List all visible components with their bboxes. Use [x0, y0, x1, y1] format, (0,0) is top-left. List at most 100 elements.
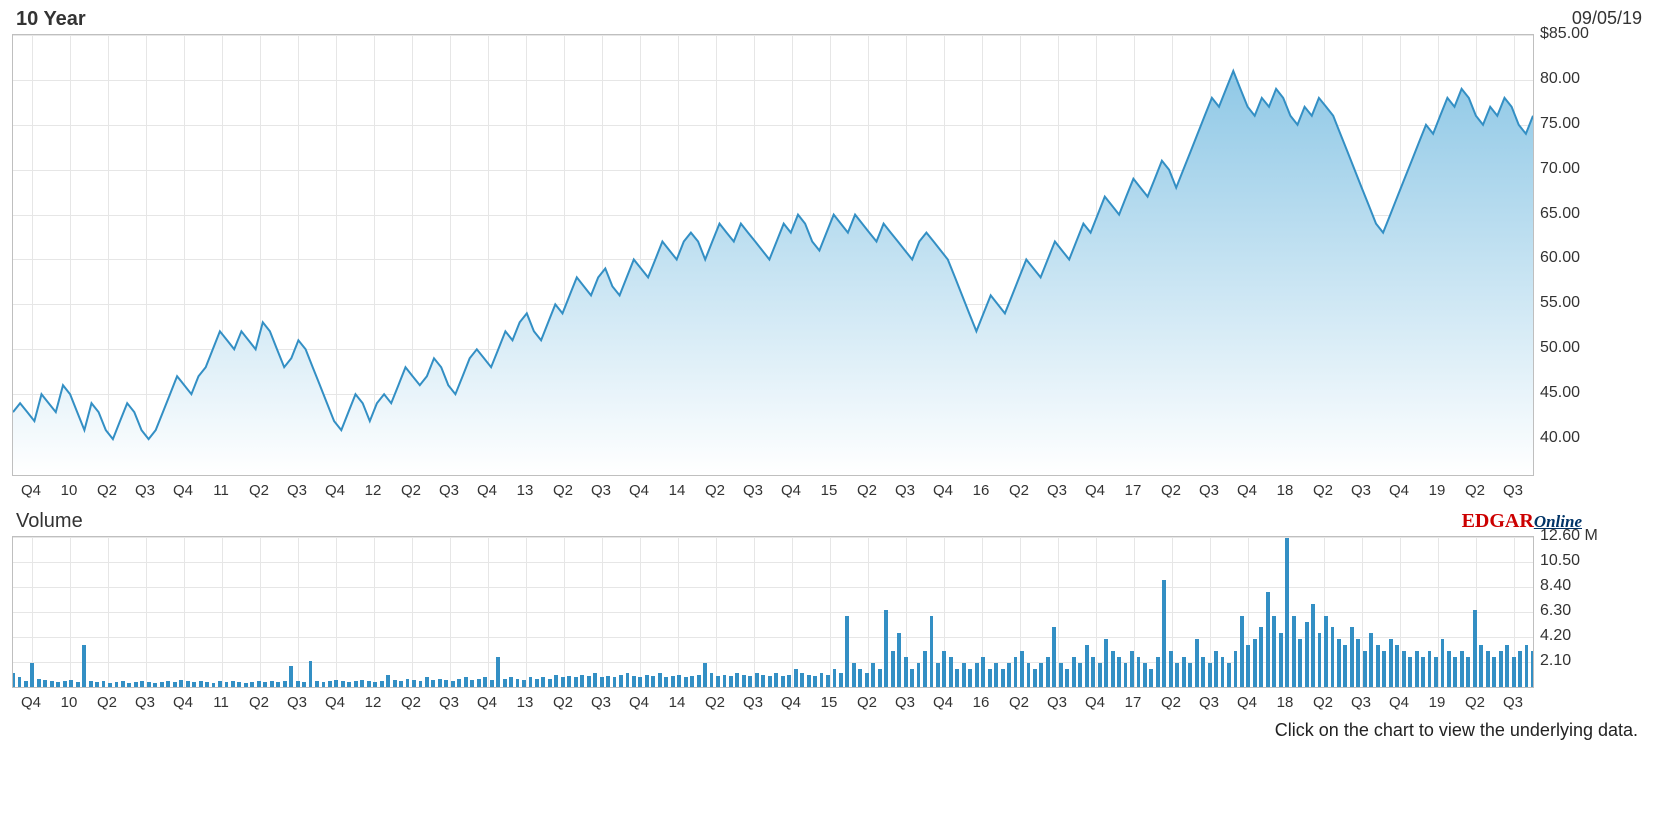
- volume-bar: [697, 675, 701, 687]
- volume-bar: [1182, 657, 1186, 687]
- volume-bar: [1331, 627, 1335, 687]
- volume-bar: [1473, 610, 1477, 687]
- volume-bar: [373, 682, 377, 687]
- volume-bar: [231, 681, 235, 687]
- volume-chart[interactable]: Q410Q2Q3Q411Q2Q3Q412Q2Q3Q413Q2Q3Q414Q2Q3…: [12, 536, 1612, 716]
- x-tick-label: Q3: [287, 482, 307, 499]
- volume-bar: [923, 651, 927, 687]
- y-tick-label: 70.00: [1540, 160, 1580, 178]
- volume-bar: [1486, 651, 1490, 687]
- volume-bar: [212, 683, 216, 687]
- volume-bar: [878, 669, 882, 687]
- volume-bar: [477, 679, 481, 687]
- volume-bar: [283, 681, 287, 687]
- x-tick-label: Q3: [439, 482, 459, 499]
- x-tick-label: Q3: [1047, 694, 1067, 711]
- volume-bar: [839, 673, 843, 687]
- volume-bar: [1214, 651, 1218, 687]
- volume-bar: [1117, 657, 1121, 687]
- volume-bar: [1292, 616, 1296, 687]
- volume-bar: [548, 679, 552, 687]
- volume-bar: [1188, 663, 1192, 687]
- x-tick-label: Q4: [629, 482, 649, 499]
- volume-bar: [1246, 645, 1250, 687]
- volume-bar: [600, 677, 604, 687]
- volume-bar: [1208, 663, 1212, 687]
- price-chart[interactable]: Q410Q2Q3Q411Q2Q3Q412Q2Q3Q413Q2Q3Q414Q2Q3…: [12, 34, 1612, 504]
- volume-bar: [613, 677, 617, 687]
- volume-bar: [1169, 651, 1173, 687]
- x-tick-label: Q2: [249, 482, 269, 499]
- volume-bar: [1007, 663, 1011, 687]
- volume-bar: [1402, 651, 1406, 687]
- volume-bar: [1324, 616, 1328, 687]
- x-tick-label: Q2: [1161, 482, 1181, 499]
- volume-bar: [1428, 651, 1432, 687]
- volume-bar: [1499, 651, 1503, 687]
- volume-bar: [949, 657, 953, 687]
- volume-bar: [1001, 669, 1005, 687]
- volume-bar: [710, 673, 714, 687]
- x-tick-label: Q3: [135, 694, 155, 711]
- volume-bar: [677, 675, 681, 687]
- volume-bar: [1039, 663, 1043, 687]
- volume-bar: [1479, 645, 1483, 687]
- volume-bar: [638, 677, 642, 687]
- volume-bar: [1078, 663, 1082, 687]
- volume-bar: [774, 673, 778, 687]
- volume-bar: [1033, 669, 1037, 687]
- volume-bar: [684, 677, 688, 687]
- x-tick-label: 11: [213, 482, 229, 499]
- x-tick-label: 12: [365, 482, 382, 499]
- x-tick-label: Q4: [477, 694, 497, 711]
- volume-bar: [1175, 663, 1179, 687]
- x-tick-label: Q3: [135, 482, 155, 499]
- volume-bar: [820, 673, 824, 687]
- volume-bar: [1111, 651, 1115, 687]
- volume-bar: [1531, 651, 1534, 687]
- volume-bar: [108, 683, 112, 687]
- volume-bar: [522, 680, 526, 687]
- volume-bar: [1343, 645, 1347, 687]
- volume-bar: [250, 682, 254, 687]
- x-tick-label: Q3: [895, 482, 915, 499]
- volume-bar: [1466, 657, 1470, 687]
- volume-bar: [968, 669, 972, 687]
- volume-bar: [30, 663, 34, 687]
- volume-bar: [470, 680, 474, 687]
- y-tick-label: 50.00: [1540, 339, 1580, 357]
- volume-bar: [50, 681, 54, 687]
- volume-bar: [360, 680, 364, 687]
- volume-bar: [1441, 639, 1445, 687]
- volume-bar: [994, 663, 998, 687]
- volume-bar: [897, 633, 901, 687]
- volume-bar: [309, 661, 313, 687]
- volume-bar: [1285, 538, 1289, 687]
- volume-bar: [1421, 657, 1425, 687]
- x-tick-label: Q4: [1237, 694, 1257, 711]
- volume-bar: [587, 676, 591, 687]
- x-tick-label: 11: [213, 694, 229, 711]
- volume-bar: [1505, 645, 1509, 687]
- volume-bar: [37, 679, 41, 687]
- x-tick-label: 15: [821, 694, 838, 711]
- volume-bar: [580, 675, 584, 687]
- x-tick-label: Q4: [173, 694, 193, 711]
- volume-bar: [723, 675, 727, 687]
- volume-bar: [651, 676, 655, 687]
- x-tick-label: Q3: [1199, 694, 1219, 711]
- volume-bar: [406, 679, 410, 687]
- x-tick-label: Q4: [1389, 482, 1409, 499]
- x-tick-label: 10: [61, 694, 78, 711]
- x-tick-label: Q2: [1161, 694, 1181, 711]
- volume-bar: [1460, 651, 1464, 687]
- volume-bar: [1376, 645, 1380, 687]
- volume-bar: [289, 666, 293, 687]
- volume-bar: [24, 681, 28, 687]
- x-tick-label: 13: [517, 694, 534, 711]
- y-tick-label: 80.00: [1540, 70, 1580, 88]
- volume-bar: [1298, 639, 1302, 687]
- volume-bar: [1137, 657, 1141, 687]
- volume-bar: [302, 682, 306, 687]
- x-tick-label: Q4: [1085, 482, 1105, 499]
